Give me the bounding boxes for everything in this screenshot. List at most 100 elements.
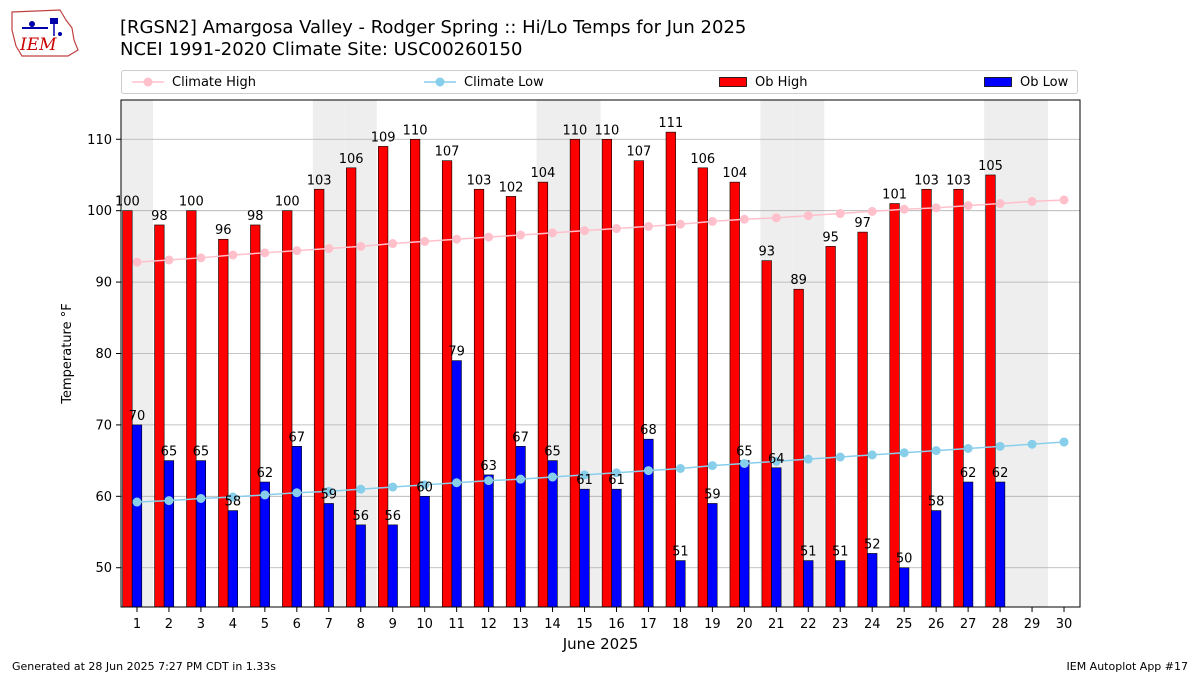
ob-low-label-day-10: 60 — [416, 480, 433, 495]
x-tick-label-18: 18 — [672, 617, 689, 632]
ob-low-label-day-27: 62 — [960, 466, 977, 481]
ob-low-bar-day-10 — [419, 496, 430, 608]
climate-low-point-day-28 — [995, 441, 1005, 451]
ob-low-bar-day-25 — [899, 567, 910, 608]
ob-low-label-day-1: 70 — [129, 409, 146, 424]
ob-high-label-day-7: 103 — [307, 173, 332, 188]
y-tick-label-90: 90 — [95, 276, 112, 291]
climate-low-point-day-18 — [675, 463, 685, 473]
climate-high-point-day-4 — [228, 250, 238, 260]
climate-low-point-day-10 — [420, 480, 430, 490]
ob-low-bar-day-13 — [515, 446, 526, 608]
climate-low-point-day-11 — [452, 478, 462, 488]
climate-low-point-day-3 — [196, 493, 206, 503]
x-tick-label-24: 24 — [864, 617, 881, 632]
ob-low-bar-day-1 — [131, 424, 143, 608]
climate-low-point-day-30 — [1059, 437, 1069, 447]
ob-low-label-day-21: 64 — [768, 452, 785, 467]
climate-high-point-day-23 — [835, 209, 845, 219]
ob-low-bar-day-3 — [195, 460, 207, 608]
climate-low-point-day-19 — [707, 461, 717, 471]
chart-subtitle: NCEI 1991-2020 Climate Site: USC00260150 — [120, 39, 523, 60]
legend-marker-ob-low — [984, 77, 1012, 87]
ob-low-bar-day-24 — [867, 553, 878, 608]
ob-high-label-day-13: 102 — [499, 180, 524, 195]
ob-low-bar-day-14 — [547, 460, 558, 608]
climate-low-point-day-12 — [484, 476, 494, 486]
climate-low-point-day-5 — [260, 490, 270, 500]
climate-high-point-day-17 — [643, 221, 653, 231]
ob-low-label-day-14: 65 — [544, 445, 561, 460]
ob-low-bar-day-19 — [707, 503, 718, 608]
ob-high-label-day-18: 111 — [658, 116, 683, 131]
ob-low-bar-day-20 — [739, 460, 750, 608]
ob-low-label-day-3: 65 — [193, 445, 210, 460]
climate-high-point-day-27 — [963, 201, 973, 211]
ob-low-bar-day-18 — [675, 560, 686, 608]
ob-low-label-day-22: 51 — [800, 545, 817, 560]
ob-high-label-day-1: 100 — [115, 195, 140, 210]
climate-high-point-day-7 — [324, 244, 334, 254]
ob-high-label-day-9: 109 — [371, 130, 396, 145]
climate-low-point-day-4 — [228, 492, 238, 502]
y-tick-label-50: 50 — [95, 561, 112, 576]
ob-low-label-day-25: 50 — [896, 552, 913, 567]
x-tick-label-12: 12 — [480, 617, 497, 632]
x-tick-label-27: 27 — [960, 617, 977, 632]
footer-generated: Generated at 28 Jun 2025 7:27 PM CDT in … — [12, 660, 277, 673]
ob-low-bar-day-7 — [323, 503, 334, 608]
ob-low-label-day-19: 59 — [704, 487, 721, 502]
ob-high-bar-day-25 — [889, 203, 900, 608]
ob-low-bar-day-27 — [963, 481, 974, 608]
ob-low-bar-day-9 — [387, 524, 398, 608]
climate-high-point-day-5 — [260, 248, 270, 258]
climate-high-point-day-30 — [1059, 195, 1069, 205]
ob-low-bar-day-15 — [579, 488, 590, 608]
ob-high-bar-day-3 — [186, 210, 197, 608]
ob-low-label-day-17: 68 — [640, 423, 657, 438]
ob-low-label-day-23: 51 — [832, 545, 849, 560]
ob-high-label-day-6: 100 — [275, 195, 300, 210]
bar-value-labels: 100 98 100 96 98 100 103 106 109 110 107 103 102 104 1… — [115, 116, 1008, 567]
ob-high-label-day-21: 93 — [758, 245, 775, 260]
climate-low-point-day-14 — [548, 472, 558, 482]
ob-low-label-day-2: 65 — [161, 445, 178, 460]
x-tick-label-9: 9 — [389, 617, 397, 632]
ob-low-label-day-9: 56 — [384, 509, 401, 524]
x-tick-label-7: 7 — [325, 617, 333, 632]
ob-low-label-day-28: 62 — [992, 466, 1009, 481]
ob-high-label-day-5: 98 — [247, 209, 264, 224]
x-tick-label-21: 21 — [768, 617, 785, 632]
ob-high-label-day-11: 107 — [435, 145, 460, 160]
y-tick-label-60: 60 — [95, 490, 112, 505]
ob-high-label-day-22: 89 — [790, 273, 807, 288]
ob-low-label-day-13: 67 — [512, 430, 529, 445]
ob-high-bar-day-9 — [378, 146, 389, 608]
ob-high-label-day-12: 103 — [467, 173, 492, 188]
ob-high-bar-day-13 — [505, 196, 517, 608]
legend-marker-ob-high — [719, 77, 747, 87]
ob-low-bar-day-21 — [771, 467, 782, 608]
x-tick-label-11: 11 — [448, 617, 465, 632]
ob-high-bar-day-19 — [697, 167, 708, 608]
climate-high-point-day-1 — [132, 257, 142, 267]
climate-low-point-day-2 — [164, 496, 174, 506]
climate-low-line — [136, 441, 1065, 503]
ob-high-bar-day-10 — [409, 138, 421, 608]
ob-high-label-day-28: 105 — [978, 159, 1003, 174]
climate-high-point-day-10 — [420, 236, 430, 246]
chart-legend: Climate High Climate Low Ob High Ob Low — [121, 70, 1078, 94]
ob-low-bar-day-22 — [803, 560, 814, 608]
ob-high-bar-day-16 — [601, 138, 612, 608]
ob-high-label-day-25: 101 — [882, 188, 907, 203]
footer-app: IEM Autoplot App #17 — [1066, 660, 1189, 673]
climate-low-point-day-13 — [516, 474, 526, 484]
x-tick-label-8: 8 — [357, 617, 365, 632]
climate-low-point-day-9 — [388, 482, 398, 492]
x-tick-label-4: 4 — [229, 617, 237, 632]
ob-low-bar-day-26 — [931, 510, 942, 608]
ob-high-bar-day-7 — [314, 188, 325, 608]
climate-low-point-day-1 — [132, 497, 142, 507]
climate-high-point-day-16 — [611, 224, 621, 234]
